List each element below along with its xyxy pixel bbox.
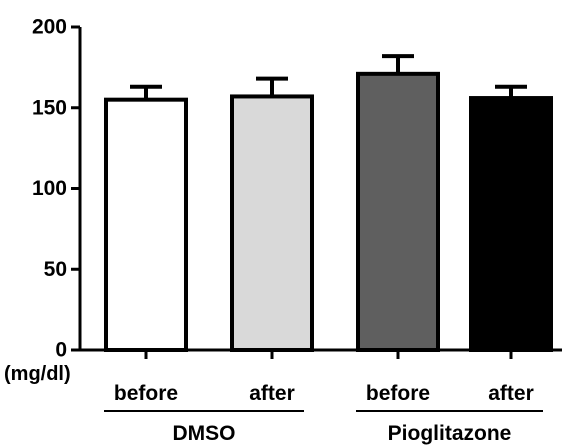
bar — [104, 97, 188, 352]
group-label: DMSO — [173, 422, 236, 445]
bar — [469, 96, 553, 352]
x-axis-labels: before after before after DMSO Pioglitazone — [104, 382, 543, 445]
bars — [104, 54, 553, 353]
y-axis-ticks: 0 50 100 150 200 — [32, 16, 513, 362]
x-category-label: after — [249, 382, 295, 405]
bar-group — [356, 54, 440, 353]
x-category-label: after — [488, 382, 534, 405]
y-tick-label: 150 — [32, 96, 67, 119]
x-category-label: before — [366, 382, 430, 405]
bar — [230, 94, 314, 352]
y-tick-label: 100 — [32, 177, 67, 200]
y-tick-label: 0 — [55, 339, 67, 362]
y-tick-label: 200 — [32, 16, 67, 39]
bar-group — [230, 76, 314, 352]
bar-group — [469, 84, 553, 352]
x-category-label: before — [114, 382, 178, 405]
y-axis-unit-label: (mg/dl) — [4, 363, 71, 385]
bar-group — [104, 84, 188, 352]
y-tick-label: 50 — [44, 258, 67, 281]
bar — [356, 71, 440, 353]
group-label: Pioglitazone — [388, 422, 512, 445]
